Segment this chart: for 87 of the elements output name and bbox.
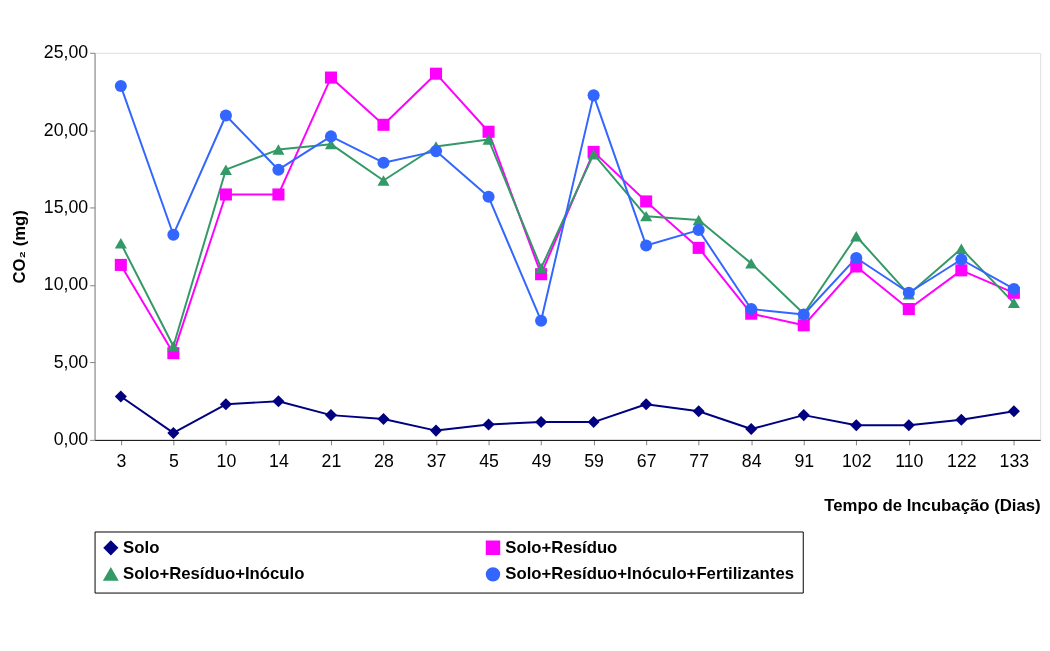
point <box>377 175 390 186</box>
point <box>272 188 285 201</box>
x-tick-label: 45 <box>479 450 500 471</box>
x-tick-label: 110 <box>895 450 924 471</box>
x-tick-label: 49 <box>531 450 552 471</box>
point <box>955 243 968 254</box>
point <box>429 67 443 80</box>
point <box>902 419 915 432</box>
x-axis-title: Tempo de Incubação (Dias) <box>824 496 1041 516</box>
point <box>114 390 127 403</box>
y-axis-title: CO₂ (mg) <box>10 210 30 284</box>
point <box>482 190 495 203</box>
point <box>587 89 600 102</box>
point <box>955 413 968 426</box>
legend-label: Solo+Resíduo+Inóculo+Fertilizantes <box>505 564 795 584</box>
point <box>219 188 232 201</box>
point <box>535 262 548 274</box>
point <box>482 418 495 431</box>
point <box>272 144 285 155</box>
x-tick-label: 59 <box>584 450 605 471</box>
legend-label: Solo <box>123 537 160 557</box>
point <box>850 251 863 264</box>
point <box>745 258 758 269</box>
point <box>535 314 548 327</box>
point <box>902 303 915 316</box>
point <box>797 319 810 332</box>
y-tick-label: 5,00 <box>53 351 89 372</box>
point <box>272 395 285 408</box>
point <box>482 134 495 145</box>
point <box>692 224 705 237</box>
y-tick-label: 15,00 <box>43 197 89 218</box>
x-tick-label: 37 <box>426 450 447 471</box>
point <box>482 125 495 138</box>
point <box>219 398 232 411</box>
x-tick-label: 91 <box>794 450 815 471</box>
point <box>955 264 968 277</box>
point <box>167 340 180 352</box>
point <box>377 412 390 426</box>
x-tick-label: 67 <box>636 450 657 471</box>
point <box>745 303 758 316</box>
point <box>272 163 285 176</box>
point <box>114 258 127 271</box>
x-tick-label: 28 <box>374 450 394 471</box>
x-tick-label: 21 <box>321 450 342 471</box>
x-tick-label: 5 <box>168 450 179 471</box>
point <box>324 130 337 143</box>
point <box>587 416 600 429</box>
x-tick-label: 133 <box>999 450 1030 471</box>
x-tick-label: 14 <box>269 450 289 471</box>
x-tick-label: 84 <box>741 450 762 471</box>
point <box>640 210 653 222</box>
x-tick-label: 102 <box>841 450 872 471</box>
point <box>377 118 390 131</box>
point <box>114 80 127 93</box>
y-tick-label: 20,00 <box>43 119 89 140</box>
point <box>797 409 810 422</box>
x-tick-label: 122 <box>947 450 977 471</box>
legend-label: Solo+Resíduo <box>505 537 618 557</box>
y-tick-label: 0,00 <box>53 429 89 450</box>
point <box>114 238 127 249</box>
point <box>640 195 653 208</box>
x-tick-label: 77 <box>689 450 710 471</box>
legend-label: Solo+Resíduo+Inóculo <box>123 564 305 584</box>
point <box>745 423 758 436</box>
y-tick-label: 25,00 <box>43 42 89 63</box>
point <box>324 71 337 84</box>
point <box>167 426 180 439</box>
point <box>1007 405 1020 418</box>
point <box>640 239 653 252</box>
point <box>324 409 337 422</box>
point <box>850 419 863 432</box>
point <box>1007 297 1020 309</box>
point <box>1007 282 1020 295</box>
point <box>850 231 863 242</box>
point <box>429 424 443 437</box>
point <box>219 164 232 175</box>
point <box>955 253 968 266</box>
point <box>640 398 653 411</box>
point <box>692 405 705 418</box>
point <box>167 228 180 241</box>
y-tick-label: 10,00 <box>43 274 89 295</box>
x-tick-label: 10 <box>216 450 237 471</box>
point <box>377 156 390 169</box>
point <box>692 241 705 254</box>
point <box>219 109 232 122</box>
x-tick-label: 3 <box>116 450 127 471</box>
point <box>429 145 443 158</box>
